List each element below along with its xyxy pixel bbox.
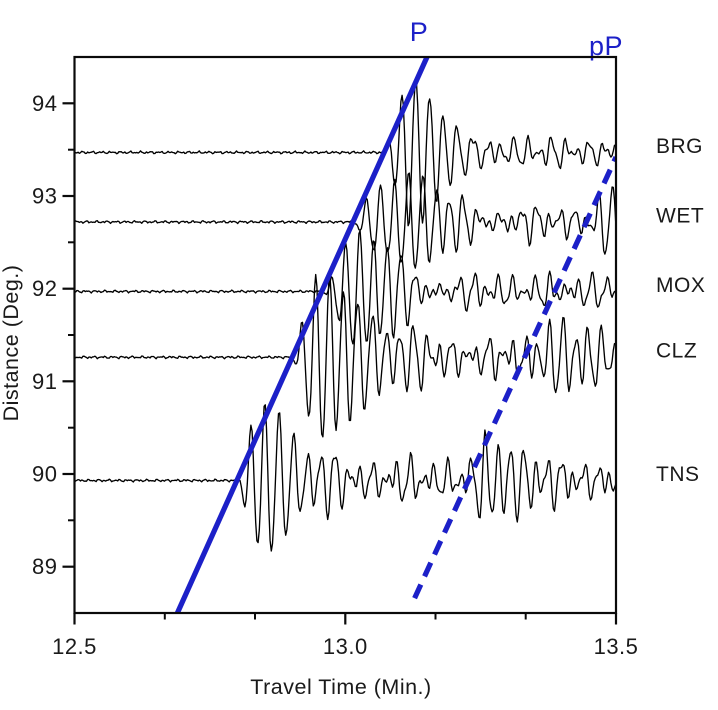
x-tick-label: 12.5 [52,634,97,659]
y-tick-label: 93 [32,184,57,209]
seismogram-trace-BRG [74,81,616,227]
phase-line-pP [412,156,616,600]
y-axis-title: Distance (Deg.) [0,265,23,422]
x-tick-label: 13.0 [323,634,368,659]
phase-label-P: P [410,17,429,47]
station-label-WET: WET [656,204,704,227]
y-tick-label: 94 [32,91,57,116]
phase-lines-group [175,57,616,613]
station-label-BRG: BRG [656,135,703,158]
seismogram-trace-CLZ [74,273,616,438]
traces-group [74,81,616,552]
y-tick-label: 89 [32,554,57,579]
y-tick-label: 91 [32,369,57,394]
phase-line-P [175,57,430,613]
seismogram-trace-TNS [74,404,616,552]
y-tick-label: 92 [32,276,57,301]
station-label-TNS: TNS [656,463,700,486]
x-tick-label: 13.5 [594,634,639,659]
x-axis-title: Travel Time (Min.) [250,675,431,699]
seismogram-trace-WET [74,172,616,269]
station-label-CLZ: CLZ [656,340,697,363]
y-tick-label: 90 [32,462,57,487]
seismogram-trace-MOX [74,230,616,345]
station-label-MOX: MOX [656,274,705,297]
